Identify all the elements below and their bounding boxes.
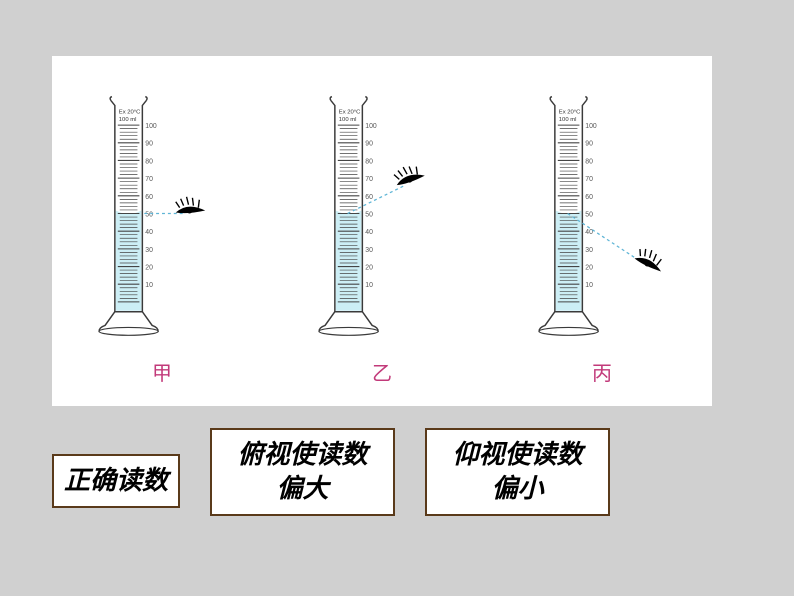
- eye-icon: [393, 162, 426, 186]
- svg-text:50: 50: [365, 211, 373, 218]
- liquid: [336, 211, 362, 311]
- cylinder-label-jia: 甲: [152, 357, 172, 386]
- svg-text:90: 90: [145, 141, 153, 148]
- liquid: [556, 211, 582, 311]
- spec-vol: 100 ml: [559, 117, 577, 123]
- caption-3: 仰视使读数偏小: [425, 428, 610, 516]
- captions-row: 正确读数俯视使读数偏大仰视使读数偏小: [52, 428, 732, 516]
- svg-text:30: 30: [145, 247, 153, 254]
- svg-text:20: 20: [585, 264, 593, 271]
- svg-text:40: 40: [365, 229, 373, 236]
- svg-text:80: 80: [585, 158, 593, 165]
- cylinder-label-bing: 丙: [592, 357, 612, 386]
- svg-text:50: 50: [585, 211, 593, 218]
- svg-text:70: 70: [365, 176, 373, 183]
- svg-text:100: 100: [585, 123, 597, 130]
- svg-text:80: 80: [145, 158, 153, 165]
- svg-text:40: 40: [145, 229, 153, 236]
- svg-text:100: 100: [145, 123, 157, 130]
- spec-temp: Ex 20°C: [119, 109, 141, 115]
- sight-line: [348, 186, 404, 214]
- cylinder-jia: Ex 20°C 100 ml 10 20 30 40 50 60 70 80 90 100: [62, 76, 262, 351]
- eye-icon: [176, 197, 205, 214]
- svg-text:10: 10: [145, 282, 153, 289]
- caption-1: 正确读数: [52, 454, 180, 508]
- svg-text:90: 90: [365, 141, 373, 148]
- spec-vol: 100 ml: [339, 117, 357, 123]
- cylinder-group-jia: Ex 20°C 100 ml 10 20 30 40 50 60 70 80 90 100 甲: [62, 76, 262, 386]
- spec-vol: 100 ml: [119, 117, 137, 123]
- cylinder-yi: Ex 20°C 100 ml 10 20 30 40 50 60 70 80 90 100: [282, 76, 482, 351]
- cylinder-group-bing: Ex 20°C 100 ml 102030405060708090100 丙: [502, 76, 702, 386]
- svg-text:30: 30: [365, 247, 373, 254]
- svg-text:30: 30: [585, 247, 593, 254]
- cylinder-group-yi: Ex 20°C 100 ml 10 20 30 40 50 60 70 80 90 100 乙: [282, 76, 482, 386]
- cylinder-label-yi: 乙: [372, 357, 392, 386]
- svg-text:90: 90: [585, 141, 593, 148]
- svg-text:60: 60: [585, 194, 593, 201]
- svg-text:10: 10: [365, 282, 373, 289]
- diagram-panel: Ex 20°C 100 ml 10 20 30 40 50 60 70 80 90 100 甲 E…: [52, 56, 712, 406]
- caption-2: 俯视使读数偏大: [210, 428, 395, 516]
- svg-text:20: 20: [365, 264, 373, 271]
- svg-text:60: 60: [365, 194, 373, 201]
- liquid: [116, 211, 142, 311]
- svg-text:70: 70: [145, 176, 153, 183]
- svg-text:20: 20: [145, 264, 153, 271]
- cylinder-bing: Ex 20°C 100 ml 102030405060708090100: [502, 76, 702, 351]
- svg-text:50: 50: [145, 211, 153, 218]
- svg-text:10: 10: [585, 282, 593, 289]
- svg-text:70: 70: [585, 176, 593, 183]
- eye-icon: [634, 245, 668, 274]
- svg-text:100: 100: [365, 123, 377, 130]
- svg-text:60: 60: [145, 194, 153, 201]
- spec-temp: Ex 20°C: [559, 109, 581, 115]
- svg-text:80: 80: [365, 158, 373, 165]
- spec-temp: Ex 20°C: [339, 109, 361, 115]
